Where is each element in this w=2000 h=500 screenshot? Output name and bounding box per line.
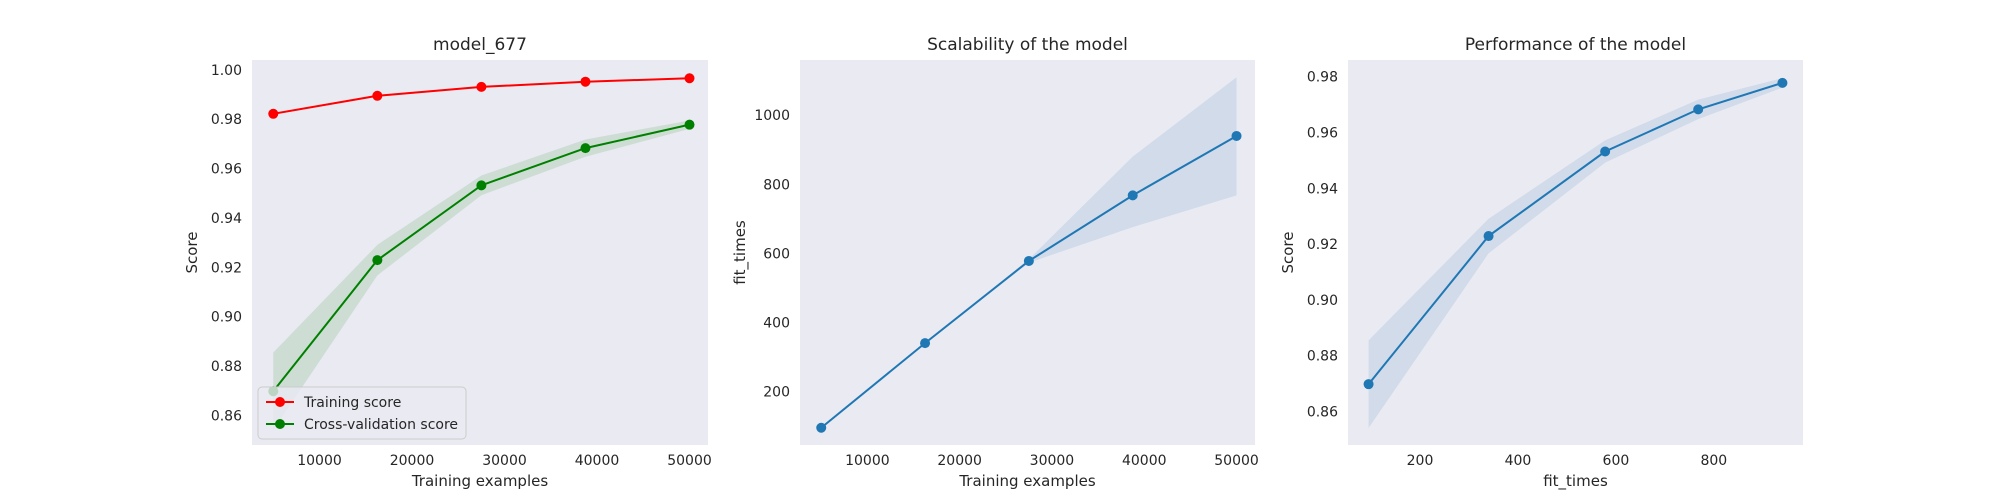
x-tick-label: 20000 xyxy=(937,453,982,469)
confidence-band xyxy=(821,77,1237,429)
legend-marker xyxy=(275,419,285,429)
y-tick-label: 800 xyxy=(763,177,790,193)
x-tick-label: 40000 xyxy=(575,453,620,469)
data-point xyxy=(372,255,383,266)
plot-area xyxy=(1348,60,1803,445)
y-axis-label: Score xyxy=(1279,231,1297,273)
plot-area xyxy=(252,60,708,445)
x-tick-label: 400 xyxy=(1505,453,1532,469)
x-tick-label: 600 xyxy=(1603,453,1630,469)
series-1 xyxy=(816,77,1242,433)
plot-area xyxy=(800,60,1255,445)
x-axis-label: Training examples xyxy=(958,472,1096,490)
y-tick-label: 0.94 xyxy=(211,211,242,227)
data-point xyxy=(1231,130,1242,141)
data-point xyxy=(476,180,487,191)
data-point xyxy=(816,422,827,433)
x-tick-label: 10000 xyxy=(845,453,890,469)
data-point xyxy=(580,76,591,87)
legend-marker xyxy=(275,397,285,407)
series-2 xyxy=(268,119,695,430)
y-tick-label: 200 xyxy=(763,384,790,400)
chart-title: Scalability of the model xyxy=(927,35,1128,55)
data-point xyxy=(920,338,931,349)
y-tick-label: 0.98 xyxy=(211,112,242,128)
x-tick-label: 40000 xyxy=(1122,453,1167,469)
x-tick-label: 10000 xyxy=(297,453,342,469)
data-point xyxy=(1600,146,1611,157)
chart-panel-2: Scalability of the model 10000 20000 30000 4… xyxy=(731,35,1259,490)
y-tick-label: 0.92 xyxy=(1307,237,1338,253)
legend-item: Training score xyxy=(266,395,401,411)
y-tick-label: 0.98 xyxy=(1307,70,1338,86)
chart-title: Performance of the model xyxy=(1465,35,1686,55)
y-tick-label: 0.88 xyxy=(211,359,242,375)
data-point xyxy=(1023,255,1034,266)
data-point xyxy=(580,143,591,154)
legend-label: Cross-validation score xyxy=(304,417,458,433)
legend-label: Training score xyxy=(303,395,401,411)
legend-box xyxy=(257,386,467,440)
x-tick-label: 20000 xyxy=(390,453,435,469)
y-tick-label: 0.96 xyxy=(1307,126,1338,142)
y-tick-label: 0.86 xyxy=(1307,405,1338,421)
data-point xyxy=(1777,77,1788,88)
y-tick-label: 1000 xyxy=(754,108,790,124)
x-axis-label: fit_times xyxy=(1543,472,1608,491)
data-point xyxy=(684,73,695,84)
x-tick-label: 30000 xyxy=(482,453,527,469)
x-tick-label: 30000 xyxy=(1030,453,1075,469)
y-tick-label: 0.90 xyxy=(211,310,242,326)
y-tick-label: 0.94 xyxy=(1307,181,1338,197)
y-tick-label: 0.96 xyxy=(211,162,242,178)
chart-panel-1: model_677 10000 20000 30000 40000 50000 0.86 0.… xyxy=(183,35,712,490)
chart-title: model_677 xyxy=(433,35,527,55)
data-point xyxy=(372,90,383,101)
legend-item: Cross-validation score xyxy=(266,417,458,433)
data-point xyxy=(1363,379,1374,390)
x-tick-label: 200 xyxy=(1407,453,1434,469)
legend: Training score Cross-validation score xyxy=(257,386,467,440)
series-1 xyxy=(268,73,695,119)
y-axis-label: fit_times xyxy=(731,220,750,285)
y-tick-label: 0.86 xyxy=(211,408,242,424)
y-tick-label: 600 xyxy=(763,246,790,262)
y-tick-label: 400 xyxy=(763,315,790,331)
y-tick-label: 1.00 xyxy=(211,63,242,79)
data-point xyxy=(1127,190,1138,201)
data-point xyxy=(1693,104,1704,115)
x-tick-label: 50000 xyxy=(1214,453,1259,469)
chart-panel-3: Performance of the model 200 400 600 800 0.86… xyxy=(1279,35,1803,491)
x-axis-label: Training examples xyxy=(411,472,549,490)
data-point xyxy=(268,108,279,119)
y-tick-label: 0.88 xyxy=(1307,349,1338,365)
x-tick-label: 50000 xyxy=(667,453,712,469)
data-point xyxy=(684,119,695,130)
data-point xyxy=(476,81,487,92)
data-point xyxy=(1483,231,1494,242)
y-tick-label: 0.92 xyxy=(211,260,242,276)
series-1 xyxy=(1363,77,1788,428)
x-tick-label: 800 xyxy=(1700,453,1727,469)
y-axis-label: Score xyxy=(183,231,201,273)
y-tick-label: 0.90 xyxy=(1307,293,1338,309)
